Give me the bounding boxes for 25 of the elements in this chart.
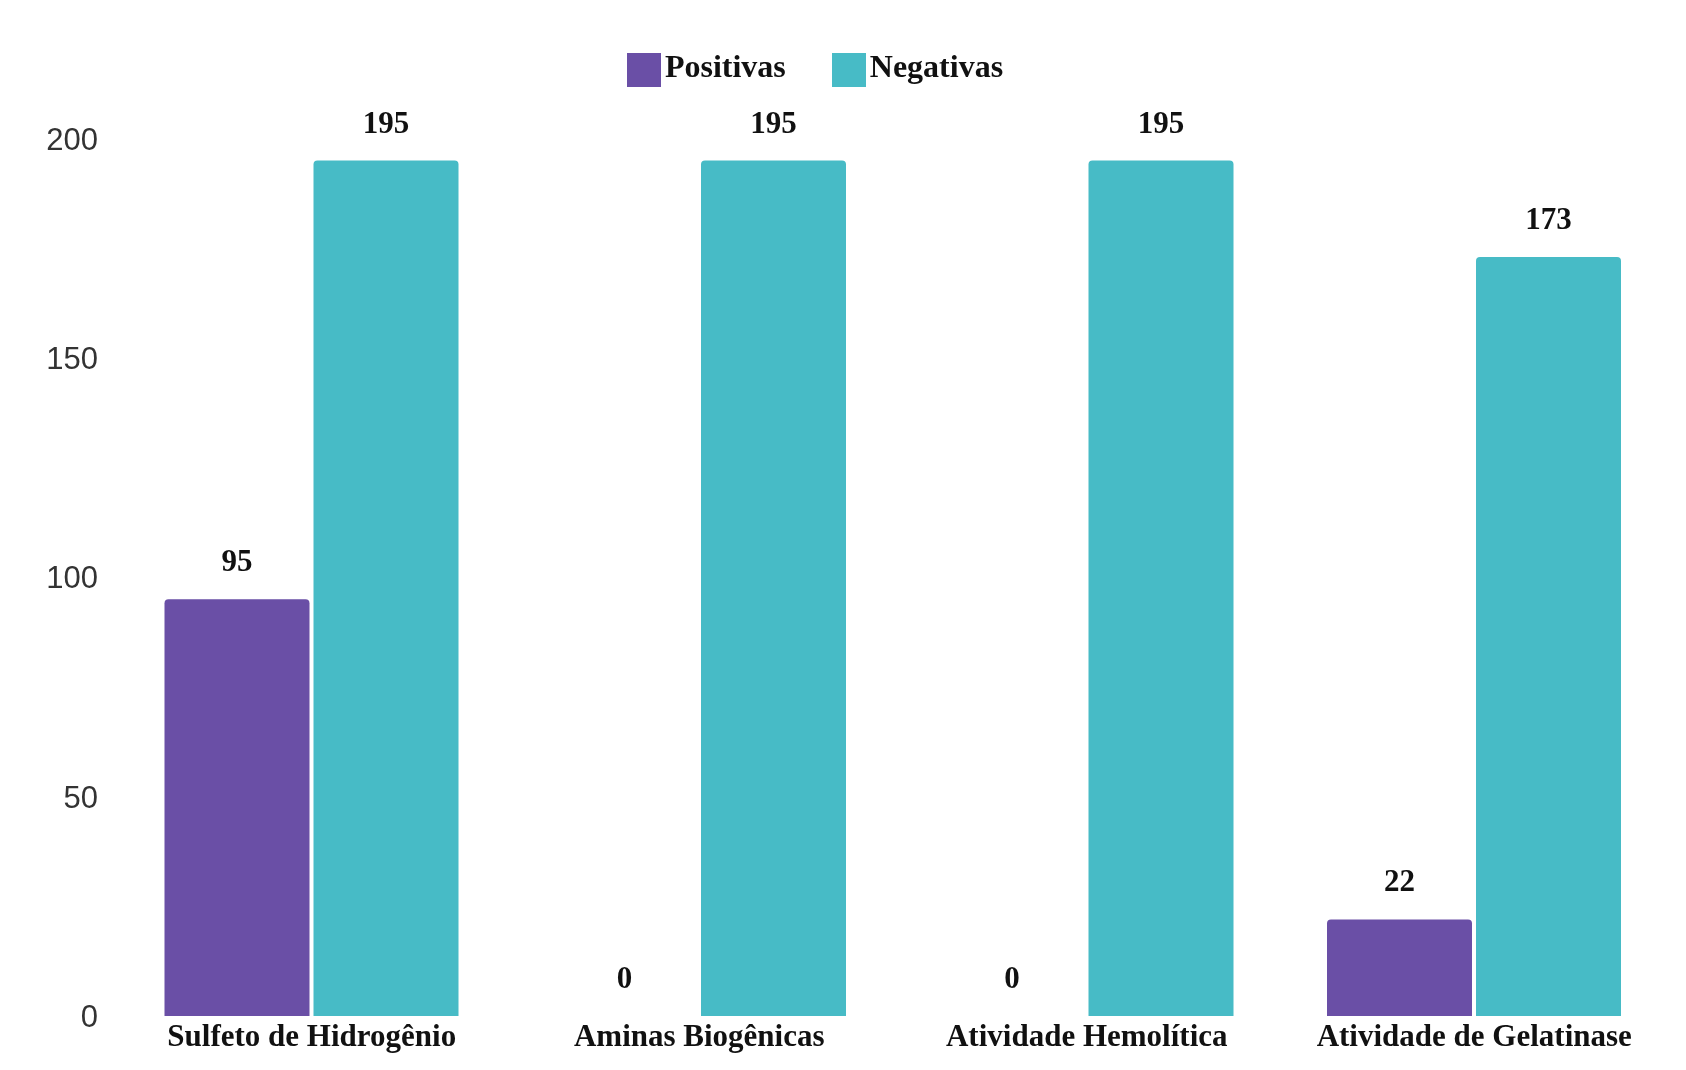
x-tick-label: Sulfeto de Hidrogênio [167,1018,457,1054]
bar [701,160,846,1016]
x-tick-label: Atividade de Gelatinase [1316,1018,1632,1054]
data-label: 0 [616,959,633,995]
y-tick-label: 0 [80,999,98,1035]
y-tick-label: 200 [46,121,98,157]
y-tick-label: 100 [46,560,98,596]
bar [1476,257,1621,1016]
data-label: 173 [1525,201,1572,237]
legend-label: Negativas [869,48,1004,84]
legend-label: Positivas [664,48,786,84]
data-label: 195 [750,104,797,140]
x-tick-label: Aminas Biogênicas [573,1018,825,1054]
y-tick-label: 50 [63,779,98,815]
y-tick-label: 150 [46,341,98,376]
bar [164,599,310,1016]
data-label: 0 [1004,959,1020,995]
bar [313,160,459,1016]
data-label: 195 [362,104,410,140]
bar [1327,919,1472,1016]
x-tick-label: Atividade Hemolítica [945,1018,1229,1054]
data-label: 195 [1137,104,1185,140]
bar [1088,160,1234,1016]
data-label: 95 [221,543,253,579]
data-label: 22 [1384,863,1415,899]
